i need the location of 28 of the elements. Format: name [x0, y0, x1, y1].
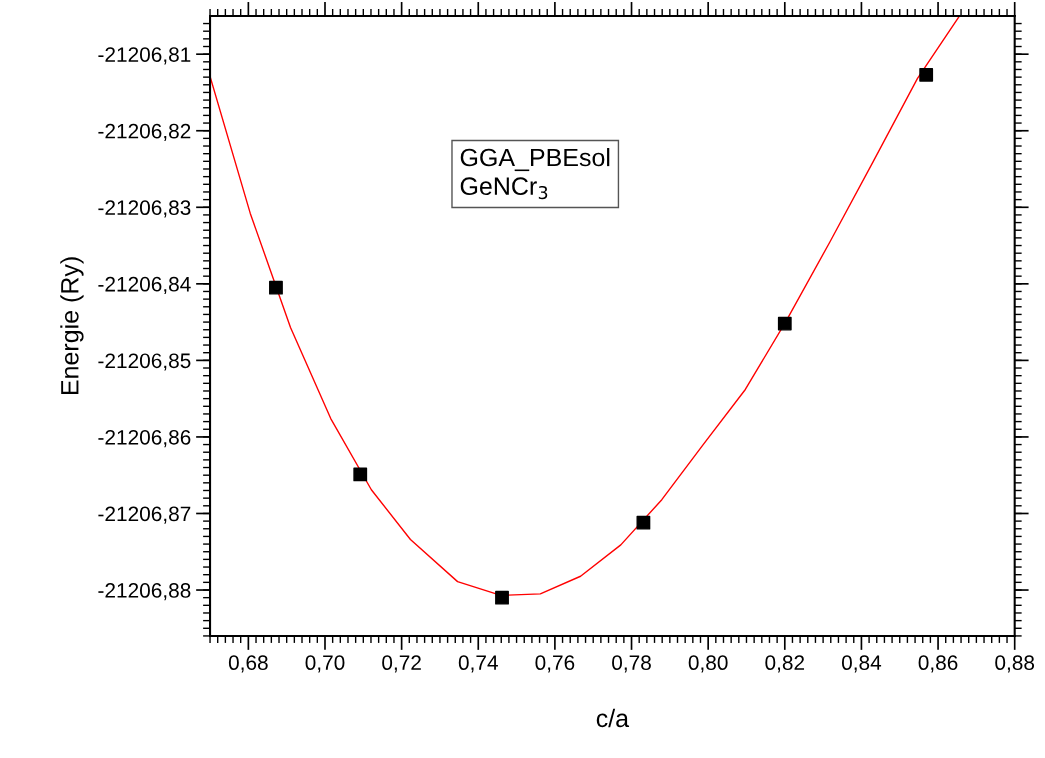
y-tick-label: -21206,81: [98, 47, 191, 65]
x-tick-label: 0,68: [228, 655, 268, 673]
x-tick-label: 0,76: [535, 655, 575, 673]
x-tick-label: 0,74: [458, 655, 498, 673]
point: [495, 590, 509, 605]
point: [777, 316, 792, 331]
x-tick-label: 0,72: [382, 655, 421, 673]
x-tick-label: 0,86: [918, 655, 958, 673]
y-tick-label: -21206,83: [98, 200, 191, 218]
point: [636, 515, 651, 530]
point: [919, 67, 934, 82]
y-tick-label: -21206,86: [98, 429, 191, 448]
y-axis-title: Energie (Ry): [60, 257, 84, 395]
annotation: GGA_PBEsol GeNCr$_{3}$: [460, 148, 610, 200]
point: [353, 467, 368, 482]
x-tick-label: 0,80: [688, 655, 728, 673]
x-axis-title: c/a: [596, 708, 630, 728]
y-tick-label: -21206,87: [98, 506, 191, 524]
y-tick-label: -21206,88: [98, 583, 191, 601]
x-tick-label: 0,82: [765, 655, 805, 673]
point: [269, 280, 283, 295]
y-tick-label: -21206,84: [98, 276, 191, 295]
x-tick-label: 0,70: [305, 655, 345, 673]
y-tick-label: -21206,85: [98, 353, 191, 371]
x-tick-label: 0,88: [995, 655, 1035, 673]
x-tick-label: 0,78: [612, 655, 651, 673]
x-tick-label: 0,84: [841, 655, 882, 673]
y-tick-label: -21206,82: [98, 123, 191, 141]
